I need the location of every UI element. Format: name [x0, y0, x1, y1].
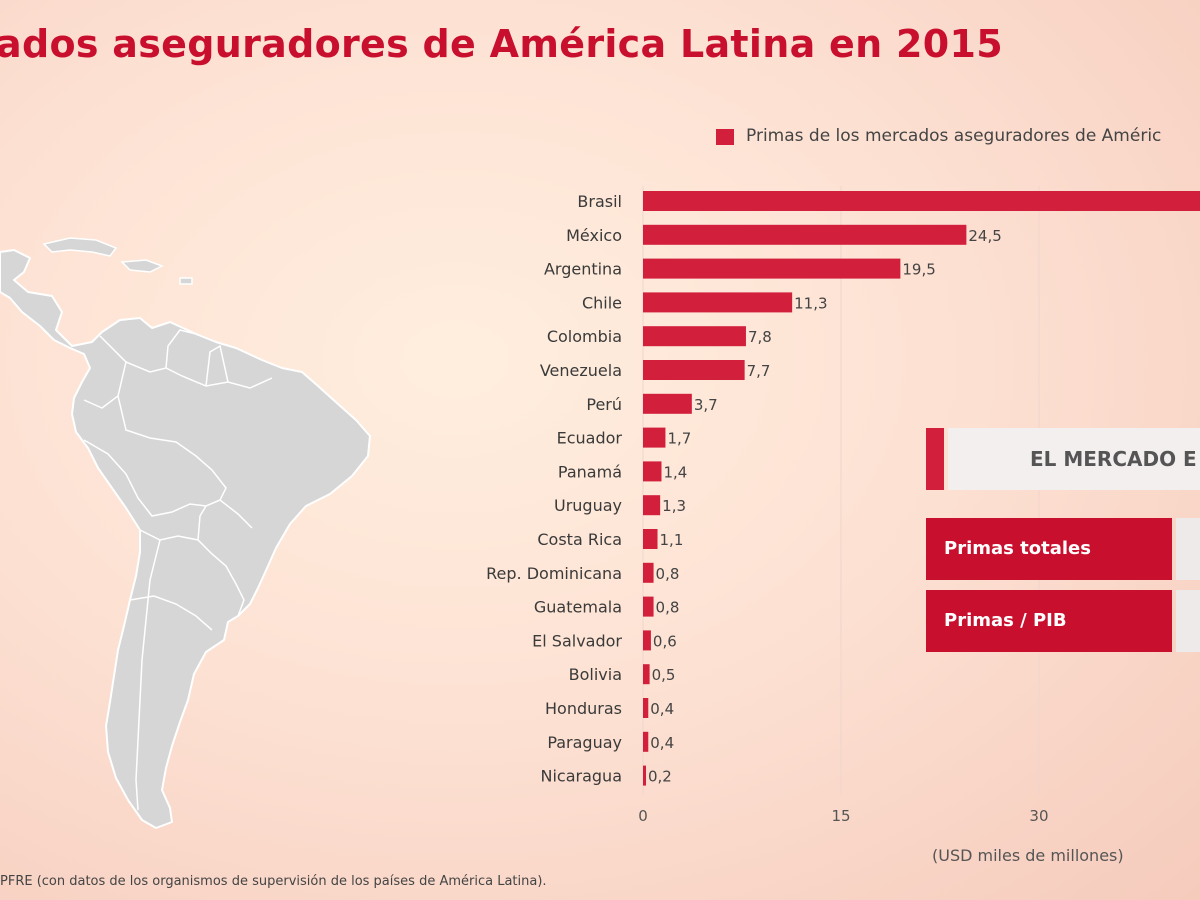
bar	[643, 765, 646, 786]
axis-unit-label: (USD miles de millones)	[932, 846, 1124, 865]
bar	[643, 630, 651, 651]
page-title: ados aseguradores de América Latina en 2…	[0, 22, 1003, 66]
bar	[643, 224, 967, 245]
value-label: 1,1	[660, 531, 684, 549]
value-label: 19,5	[902, 261, 935, 279]
panel-header: EL MERCADO E	[948, 428, 1200, 490]
value-label: 0,5	[652, 666, 676, 684]
bar	[643, 562, 654, 583]
x-tick-label: 15	[831, 807, 850, 825]
bar	[643, 529, 658, 549]
category-label: Venezuela	[540, 361, 622, 380]
category-label: Colombia	[547, 327, 622, 346]
panel-accent	[926, 428, 944, 490]
category-label: El Salvador	[532, 631, 622, 650]
category-label: Paraguay	[547, 733, 622, 752]
bar	[643, 495, 661, 516]
value-label: 1,4	[663, 463, 687, 481]
bar	[643, 258, 901, 279]
legend-swatch	[716, 129, 734, 145]
caribbean-islands	[42, 237, 193, 285]
bar	[643, 664, 650, 685]
value-label: 0,6	[653, 632, 677, 650]
country-borders	[83, 329, 273, 811]
primas-pib-row: Primas / PIB	[926, 590, 1172, 652]
value-label: 1,7	[667, 430, 691, 448]
market-summary-panel: EL MERCADO E Primas totales Primas / PIB	[926, 428, 1200, 654]
value-label: 1,3	[662, 497, 686, 515]
x-tick-label: 0	[638, 807, 648, 825]
category-label: Bolivia	[569, 665, 622, 684]
bar	[643, 596, 654, 617]
value-label: 7,8	[748, 328, 772, 346]
value-label: 11,3	[794, 294, 827, 312]
source-note: PFRE (con datos de los organismos de sup…	[0, 874, 547, 889]
value-label: 0,8	[656, 565, 680, 583]
bar	[643, 698, 649, 718]
primas-totales-value	[1176, 518, 1200, 580]
category-label: Ecuador	[557, 429, 623, 448]
category-label: Uruguay	[554, 496, 622, 515]
bar	[643, 427, 666, 448]
legend-label: Primas de los mercados aseguradores de A…	[746, 126, 1162, 146]
value-label: 24,5	[968, 227, 1001, 245]
category-label: Argentina	[544, 260, 622, 279]
primas-pib-value	[1176, 590, 1200, 652]
value-label: 0,2	[648, 768, 672, 786]
category-label: Rep. Dominicana	[486, 564, 622, 583]
primas-totales-row: Primas totales	[926, 518, 1172, 580]
category-label: Brasil	[577, 192, 622, 211]
category-label: Guatemala	[534, 598, 622, 617]
value-label: 7,7	[747, 362, 771, 380]
category-label: Perú	[586, 395, 622, 414]
plot-area: 0 15 30 Brasil México 24,5 Argentina 19,5 Chile 1…	[486, 186, 1200, 825]
category-label: Nicaragua	[541, 767, 623, 786]
bar	[643, 292, 793, 313]
value-label: 3,7	[694, 396, 718, 414]
value-label: 0,8	[656, 599, 680, 617]
bar	[643, 360, 745, 380]
x-tick-label: 30	[1029, 807, 1048, 825]
bar	[643, 326, 746, 347]
category-label: Chile	[582, 293, 622, 312]
category-label: Honduras	[545, 699, 622, 718]
category-label: Costa Rica	[537, 530, 622, 549]
category-label: Panamá	[558, 462, 622, 481]
value-label: 0,4	[650, 700, 674, 718]
south-america-landmass	[0, 249, 371, 829]
bar	[643, 731, 649, 752]
bar	[643, 461, 662, 482]
bar	[643, 191, 1200, 211]
south-america-map	[0, 237, 371, 829]
category-label: México	[566, 226, 622, 245]
bar	[643, 393, 692, 414]
value-label: 0,4	[650, 734, 674, 752]
